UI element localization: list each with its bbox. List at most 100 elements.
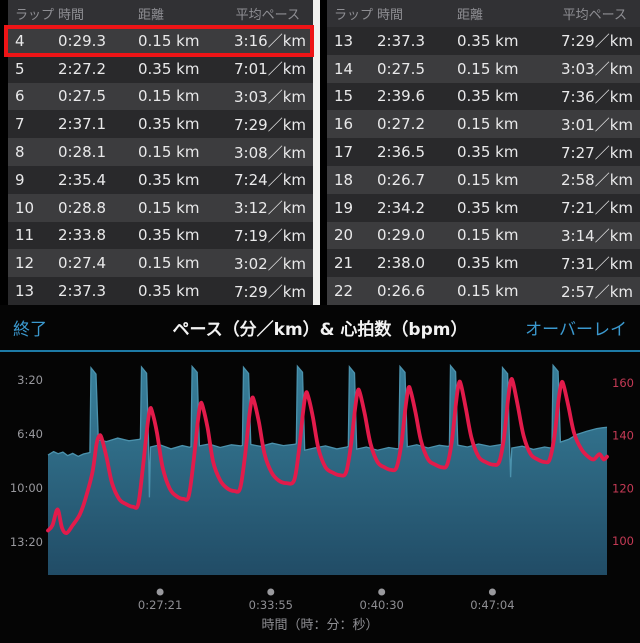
table-row: 11 2:33.8 0.35 km 7:19／km [8,221,313,250]
time-cell: 2:36.5 [377,143,425,162]
lap-cell: 20 [334,226,354,245]
exit-button[interactable]: 終了 [13,320,47,340]
distance-cell: 0.35 km [138,170,200,189]
time-cell: 0:28.1 [58,143,106,162]
lap-cell: 9 [15,170,25,189]
time-cell: 2:37.3 [58,282,106,301]
hr-axis-tick-label: 100 [612,534,634,548]
time-cell: 2:34.2 [377,198,425,217]
pace-column-header: 平均ペース [562,8,627,23]
pace-heart-rate-chart: 3:20 6:40 10:00 13:20 160 140 120 100 0:27:21 0:3… [10,363,634,633]
table-row: 7 2:37.1 0.35 km 7:29／km [8,110,313,139]
lap-cell: 13 [334,31,354,50]
pace-cell: 3:12／km [234,199,306,218]
lap-cell: 5 [15,59,25,78]
heart-rate-line [46,376,609,536]
lap-tables-section: ラップ 時間 距離 平均ペース 4 0:29.3 0.15 km 3:16／km 5 2:27.2… [0,0,640,305]
time-cell: 0:29.0 [377,226,425,245]
hr-axis-tick-label: 120 [612,481,634,495]
table-row: 10 0:28.8 0.15 km 3:12／km [8,193,313,222]
lap-cell: 18 [334,170,354,189]
table-row: 17 2:36.5 0.35 km 7:27／km [327,138,640,166]
pace-cell: 7:27／km [561,143,633,162]
table-row: 5 2:27.2 0.35 km 7:01／km [8,54,313,83]
lap-cell: 16 [334,115,354,134]
time-cell: 0:27.5 [377,59,425,78]
distance-cell: 0.35 km [457,31,519,50]
pace-cell: 7:36／km [561,87,633,106]
distance-cell: 0.35 km [138,226,200,245]
table-row: 4 0:29.3 0.15 km 3:16／km [4,25,314,57]
time-cell: 2:38.0 [377,254,425,273]
pace-cell: 3:03／km [561,60,633,79]
pace-cell: 3:03／km [234,87,306,106]
table-row: 13 2:37.3 0.35 km 7:29／km [8,277,313,305]
distance-cell: 0.35 km [457,254,519,273]
distance-column-header: 距離 [457,8,484,23]
lap-cell: 4 [15,31,25,50]
lap-cell: 21 [334,254,354,273]
pace-cell: 7:01／km [234,60,306,79]
lap-cell: 19 [334,198,354,217]
distance-cell: 0.15 km [457,282,519,301]
distance-cell: 0.35 km [138,115,200,134]
table-row: 18 0:26.7 0.15 km 2:58／km [327,165,640,194]
lap-cell: 7 [15,115,25,134]
chart-title: ペース（分／km）& 心拍数（bpm） [172,320,468,340]
time-cell: 0:27.2 [377,115,425,134]
pace-area-edge [47,363,608,498]
lap-cell: 22 [334,282,354,301]
pace-axis-tick-label: 13:20 [10,535,43,549]
table-row: 12 0:27.4 0.15 km 3:02／km [8,249,313,278]
pace-axis-tick-label: 3:20 [17,373,43,387]
pace-cell: 3:01／km [561,115,633,134]
distance-cell: 0.15 km [457,115,519,134]
time-cell: 2:27.2 [58,59,106,78]
table-row: 13 2:37.3 0.35 km 7:29／km [327,27,640,55]
time-cell: 0:26.7 [377,170,425,189]
lap-table-right: ラップ 時間 距離 平均ペース 13 2:37.3 0.35 km 7:29／km 14 0:27… [320,0,640,305]
pace-cell: 7:29／km [234,282,306,301]
time-cell: 0:27.5 [58,87,106,106]
hr-axis-tick-label: 160 [612,376,634,390]
distance-column-header: 距離 [138,8,165,23]
lap-cell: 13 [15,282,35,301]
table-row: 15 2:39.6 0.35 km 7:36／km [327,82,640,111]
pace-cell: 2:58／km [561,171,633,190]
table-header-row: ラップ 時間 距離 平均ペース [8,0,313,27]
table-row: 14 0:27.5 0.15 km 3:03／km [327,54,640,83]
distance-cell: 0.15 km [138,143,200,162]
table-row: 8 0:28.1 0.15 km 3:08／km [8,138,313,166]
pace-cell: 7:29／km [234,115,306,134]
pace-cell: 3:16／km [234,32,306,51]
time-cell: 2:35.4 [58,170,106,189]
x-axis-tick-label: 0:33:55 [249,598,293,612]
chart-header: 終了 ペース（分／km）& 心拍数（bpm） オーバーレイ [0,305,640,352]
lap-cell: 11 [15,226,35,245]
table-row: 19 2:34.2 0.35 km 7:21／km [327,193,640,222]
time-cell: 0:27.4 [58,254,106,273]
lap-column-header: ラップ [15,8,55,23]
distance-cell: 0.15 km [457,170,519,189]
pace-cell: 7:29／km [561,32,633,51]
x-axis-tick-dot [488,588,496,596]
x-axis-tick-dot [156,588,164,596]
pace-cell: 2:57／km [561,282,633,301]
x-axis-tick-dot [378,588,386,596]
time-cell: 2:39.6 [377,87,425,106]
distance-cell: 0.15 km [457,226,519,245]
pace-column-header: 平均ペース [235,8,300,23]
overlay-button[interactable]: オーバーレイ [525,320,627,340]
table-row: 16 0:27.2 0.15 km 3:01／km [327,110,640,139]
distance-cell: 0.35 km [457,198,519,217]
pace-cell: 3:08／km [234,143,306,162]
distance-cell: 0.35 km [138,59,200,78]
table-row: 20 0:29.0 0.15 km 3:14／km [327,221,640,250]
pace-cell: 3:14／km [561,226,633,245]
distance-cell: 0.35 km [457,87,519,106]
chart-panel: 終了 ペース（分／km）& 心拍数（bpm） オーバーレイ 3:20 6:40 10… [0,305,640,643]
time-cell: 0:29.3 [58,31,106,50]
time-cell: 0:26.6 [377,282,425,301]
lap-table-left: ラップ 時間 距離 平均ペース 4 0:29.3 0.15 km 3:16／km 5 2:27.2… [0,0,314,305]
distance-cell: 0.15 km [138,198,200,217]
